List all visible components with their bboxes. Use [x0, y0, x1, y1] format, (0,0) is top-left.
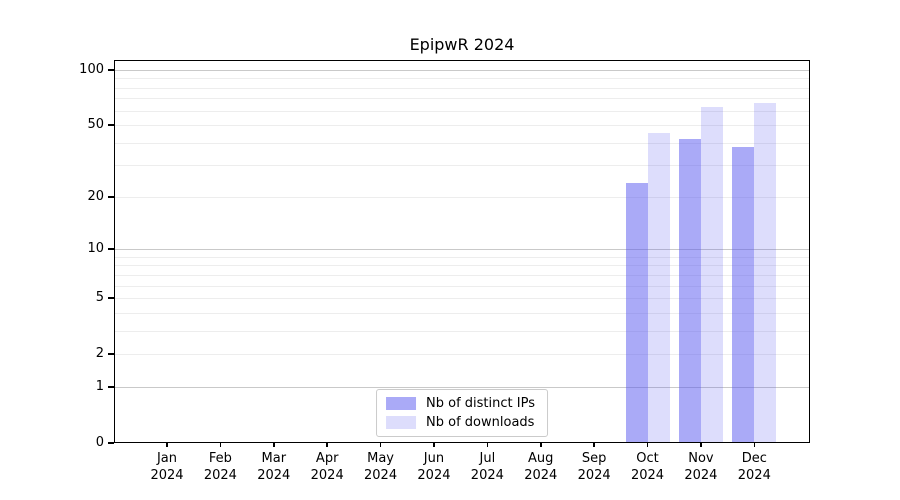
x-tick-year: 2024: [524, 468, 558, 483]
gridline-major: [114, 249, 810, 251]
x-tick-mark: [272, 443, 275, 447]
x-tick-year: 2024: [684, 468, 718, 483]
gridline-minor: [114, 312, 810, 314]
legend-item: Nb of distinct IPs: [386, 396, 535, 411]
y-tick-label: 100: [79, 61, 104, 77]
x-tick-year: 2024: [737, 468, 771, 483]
gridline-minor: [114, 142, 810, 144]
gridline-minor: [114, 165, 810, 167]
legend-label: Nb of downloads: [426, 415, 535, 430]
x-tick-label: Sep 2024: [564, 450, 624, 484]
x-tick-label: Jul 2024: [457, 450, 517, 484]
x-tick-label: Apr 2024: [297, 450, 357, 484]
gridline-minor: [114, 354, 810, 356]
x-tick-label: Aug 2024: [511, 450, 571, 484]
x-tick-mark: [433, 443, 435, 447]
x-tick-mark: [539, 443, 542, 447]
x-tick-year: 2024: [310, 468, 344, 483]
x-tick-month: Feb: [208, 451, 232, 466]
x-tick-year: 2024: [150, 468, 184, 483]
x-tick-month: Jun: [423, 451, 445, 466]
x-tick-month: Jan: [156, 451, 178, 466]
bar-downloads: [700, 106, 723, 443]
x-tick-label: Nov 2024: [671, 450, 731, 484]
gridline-minor: [114, 256, 810, 258]
legend-item: Nb of downloads: [386, 415, 535, 430]
y-tick-label: 5: [95, 290, 104, 306]
y-tick-label: 1: [95, 378, 104, 394]
bar-downloads: [754, 102, 777, 443]
x-tick-label: Feb 2024: [190, 450, 250, 484]
y-tick-label: 50: [87, 117, 104, 133]
x-tick-month: Jul: [479, 451, 496, 466]
gridline-minor: [114, 265, 810, 267]
gridline-minor: [114, 330, 810, 332]
x-tick-year: 2024: [577, 468, 611, 483]
x-tick-mark: [646, 443, 649, 447]
y-tick-mark: [108, 386, 114, 388]
legend-swatch-icon: [386, 397, 417, 410]
x-tick-month: Mar: [261, 451, 287, 466]
gridline-minor: [114, 125, 810, 127]
y-tick-label: 20: [87, 188, 104, 204]
x-tick-label: Jun 2024: [404, 450, 464, 484]
x-tick-year: 2024: [630, 468, 665, 483]
y-tick-mark: [108, 297, 114, 299]
plot-area: Nb of distinct IPs Nb of downloads: [114, 60, 810, 443]
chart-title: EpipwR 2024: [409, 35, 515, 54]
bar-downloads: [647, 133, 670, 443]
x-tick-mark: [753, 443, 756, 447]
legend-swatch-icon: [386, 416, 417, 429]
x-tick-month: Dec: [741, 451, 767, 466]
bar-distinct-ips: [625, 182, 648, 443]
x-tick-month: Oct: [636, 451, 659, 466]
x-tick-mark: [166, 443, 168, 447]
gridline-minor: [114, 110, 810, 112]
x-tick-mark: [379, 443, 382, 447]
x-tick-year: 2024: [470, 468, 504, 483]
x-tick-label: Oct 2024: [618, 450, 678, 484]
gridline-minor: [114, 196, 810, 198]
x-tick-label: Mar 2024: [244, 450, 304, 484]
x-tick-month: Nov: [688, 451, 714, 466]
legend-label: Nb of distinct IPs: [426, 396, 535, 411]
x-tick-label: Jan 2024: [137, 450, 197, 484]
x-tick-year: 2024: [417, 468, 451, 483]
x-tick-month: Sep: [581, 451, 607, 466]
x-tick-label: Dec 2024: [724, 450, 784, 484]
y-tick-mark: [108, 248, 114, 250]
gridline-minor: [114, 98, 810, 100]
y-tick-label: 2: [95, 346, 104, 362]
x-tick-month: Apr: [315, 451, 339, 466]
x-tick-year: 2024: [364, 468, 398, 483]
x-tick-label: May 2024: [351, 450, 411, 484]
y-tick-label: 10: [87, 241, 104, 257]
y-tick-mark: [108, 442, 114, 444]
y-tick-mark: [108, 68, 114, 71]
x-tick-mark: [700, 443, 702, 447]
y-tick-label: 0: [95, 435, 104, 450]
x-tick-year: 2024: [257, 468, 291, 483]
gridline-major: [114, 69, 810, 71]
y-tick-mark: [108, 353, 114, 355]
gridline-minor: [114, 285, 810, 287]
x-tick-mark: [486, 443, 489, 447]
x-tick-month: May: [367, 451, 394, 466]
gridline-minor: [114, 78, 810, 80]
gridline-minor: [114, 274, 810, 276]
gridline-minor: [114, 87, 810, 89]
gridline-minor: [114, 298, 810, 300]
bar-distinct-ips: [732, 146, 755, 443]
x-tick-mark: [593, 443, 595, 447]
legend: Nb of distinct IPs Nb of downloads: [376, 389, 548, 437]
x-tick-year: 2024: [203, 468, 237, 483]
x-tick-month: Aug: [528, 451, 554, 466]
gridline-major: [114, 386, 810, 388]
bar-distinct-ips: [678, 138, 701, 443]
x-tick-mark: [219, 443, 222, 447]
x-tick-mark: [326, 443, 328, 447]
y-tick-mark: [108, 196, 114, 198]
y-tick-mark: [108, 124, 114, 126]
